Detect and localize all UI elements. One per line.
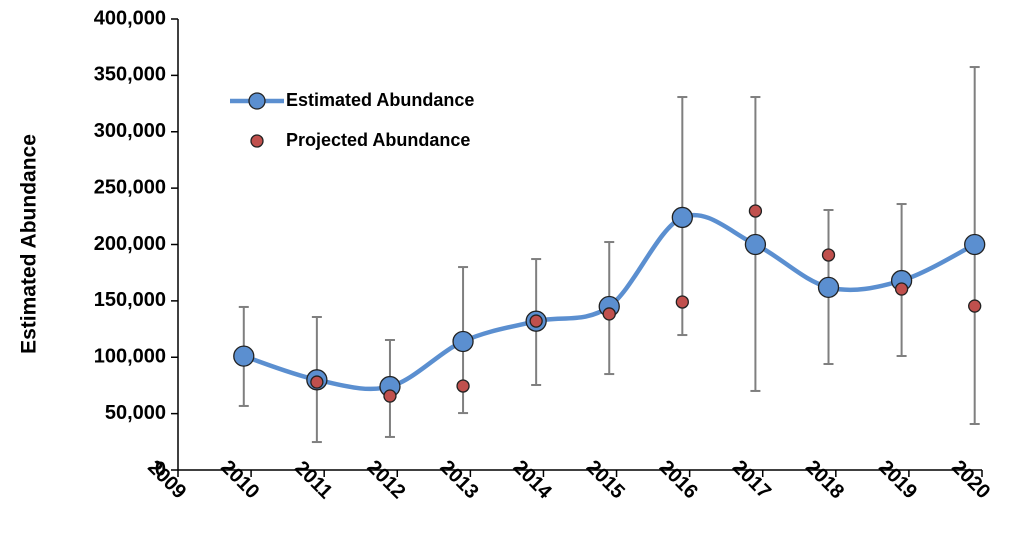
x-tick-label: 2015 <box>582 456 629 503</box>
legend-label: Projected Abundance <box>286 130 470 150</box>
data-point <box>456 379 470 393</box>
x-tick-label: 2013 <box>436 456 483 503</box>
data-point <box>310 375 324 389</box>
x-tick-label: 2014 <box>509 456 557 504</box>
data-point <box>233 345 255 367</box>
data-point <box>383 389 397 403</box>
x-tick-label: 2017 <box>728 456 775 503</box>
data-point <box>821 248 836 262</box>
y-tick-label: 250,000 <box>94 176 166 198</box>
y-tick-label: 300,000 <box>94 120 166 142</box>
data-point <box>968 299 982 313</box>
series-line <box>243 212 976 392</box>
y-tick-label: 400,000 <box>94 7 166 29</box>
data-point <box>964 233 986 256</box>
y-tick-label: 150,000 <box>94 289 166 311</box>
legend-label: Estimated Abundance <box>286 90 474 110</box>
y-axis-label: Estimated Abundance <box>18 134 41 354</box>
x-tick-label: 2020 <box>947 456 994 503</box>
x-tick-label: 2018 <box>801 456 848 503</box>
y-tick-label: 100,000 <box>94 346 166 368</box>
data-point <box>817 276 840 298</box>
data-point <box>452 330 474 353</box>
data-point <box>602 307 616 321</box>
x-tick-label: 2009 <box>143 456 190 503</box>
legend-marker <box>248 92 266 110</box>
y-tick-label: 350,000 <box>94 64 166 86</box>
data-point <box>529 314 543 328</box>
data-point <box>675 295 689 309</box>
y-tick-label: 50,000 <box>105 402 166 424</box>
y-tick-label: 200,000 <box>94 233 166 255</box>
y-tick-label: 0 <box>155 458 166 480</box>
legend-marker <box>250 134 264 148</box>
x-tick-label: 2011 <box>290 457 336 503</box>
data-point <box>748 204 763 218</box>
x-tick-label: 2016 <box>655 456 702 503</box>
data-point <box>671 206 693 229</box>
data-point <box>744 233 767 256</box>
x-tick-label: 2012 <box>363 456 410 503</box>
data-point <box>894 282 909 296</box>
x-tick-label: 2019 <box>874 456 921 503</box>
x-tick-label: 2010 <box>216 456 263 503</box>
